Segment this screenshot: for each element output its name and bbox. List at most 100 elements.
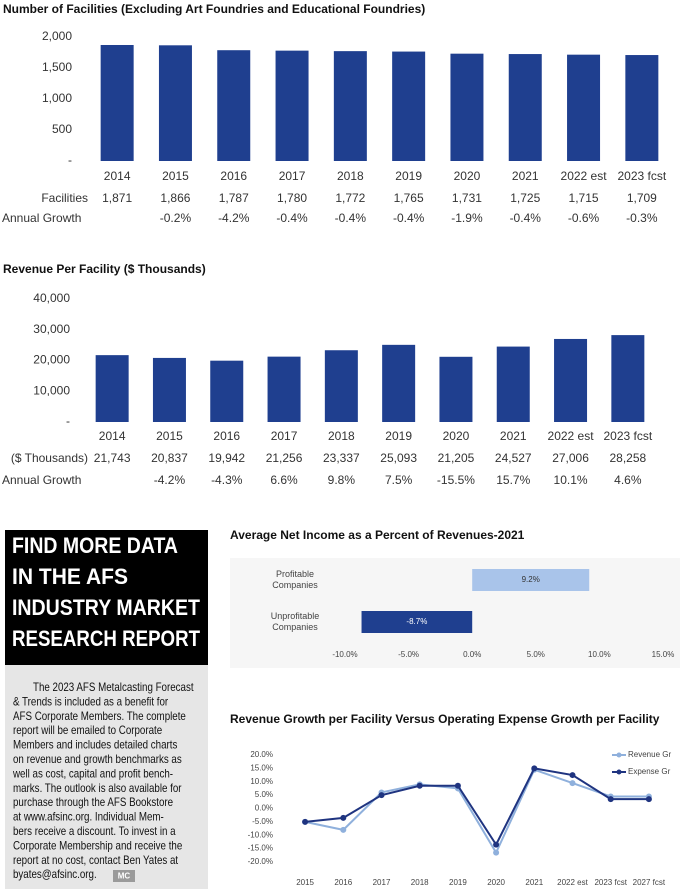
x-tick-label: 2022 est — [557, 878, 588, 887]
bar — [508, 54, 542, 161]
x-tick-label: 2022 est — [561, 169, 608, 183]
sidebar-heading: INDUSTRY MARKET — [12, 595, 200, 620]
x-tick-label: 2016 — [220, 169, 247, 183]
chart-title: Revenue Per Facility ($ Thousands) — [3, 262, 206, 276]
x-tick-label: 2016 — [334, 878, 352, 887]
y-tick-label: -5.0% — [252, 817, 273, 826]
sidebar-line: AFS Corporate Members. The complete — [13, 710, 186, 723]
value-label: 21,743 — [94, 451, 131, 465]
growth-label: 9.8% — [328, 473, 356, 487]
y-tick-label: 20,000 — [33, 353, 70, 367]
x-tick-label: 10.0% — [588, 650, 611, 659]
sidebar-heading-box — [5, 530, 208, 665]
legend-label: Expense Gr — [628, 767, 671, 776]
growth-label: -0.4% — [510, 211, 542, 225]
bar — [472, 569, 590, 591]
growth-label: -0.3% — [626, 211, 658, 225]
growth-label: -0.4% — [393, 211, 425, 225]
growth-label: -0.6% — [568, 211, 600, 225]
sidebar-heading: IN THE AFS — [12, 564, 128, 589]
point — [454, 782, 461, 789]
x-tick-label: 2019 — [385, 429, 412, 443]
bar — [625, 55, 659, 161]
bar — [267, 356, 301, 422]
bar — [324, 350, 358, 422]
growth-row-name: Annual Growth — [2, 211, 81, 225]
bar — [567, 54, 601, 161]
y-tick-label: -20.0% — [248, 857, 273, 866]
x-tick-label: 2023 fcst — [617, 169, 666, 183]
point — [569, 780, 576, 787]
point — [531, 765, 538, 772]
x-tick-label: 2018 — [328, 429, 355, 443]
value-label: 1,709 — [627, 191, 657, 205]
sidebar-body-box — [5, 665, 208, 889]
x-tick-label: 2015 — [156, 429, 183, 443]
growth-label: -15.5% — [437, 473, 475, 487]
value-label: 19,942 — [208, 451, 245, 465]
growth-label: 4.6% — [614, 473, 642, 487]
point — [493, 849, 500, 856]
sidebar-line: well as cost, capital and profit bench- — [12, 768, 173, 781]
point — [416, 782, 423, 789]
y-tick-label: Profitable Companies — [272, 569, 318, 590]
y-tick-label: 15.0% — [250, 763, 273, 772]
x-tick-label: 2018 — [337, 169, 364, 183]
growth-label: -4.2% — [218, 211, 250, 225]
point — [302, 818, 309, 825]
value-label: 21,256 — [266, 451, 303, 465]
value-label: 25,093 — [380, 451, 417, 465]
bar — [450, 53, 484, 161]
x-tick-label: 2014 — [99, 429, 126, 443]
value-label: 1,787 — [219, 191, 249, 205]
values-row-name: Facilities — [41, 191, 88, 205]
y-tick-label: 2,000 — [42, 29, 72, 43]
bar — [392, 51, 426, 161]
growth-label: -0.4% — [276, 211, 308, 225]
x-tick-label: 2014 — [104, 169, 131, 183]
point — [569, 772, 576, 779]
value-label: 21,205 — [438, 451, 475, 465]
bar — [100, 44, 134, 161]
y-tick-label: 40,000 — [33, 291, 70, 305]
y-tick-label: 5.0% — [255, 790, 273, 799]
y-tick-label: -15.0% — [248, 844, 273, 853]
series-line — [304, 768, 649, 855]
x-tick-label: 2015 — [296, 878, 314, 887]
bar — [152, 357, 186, 422]
value-label: 9.2% — [522, 575, 540, 584]
bar — [95, 355, 129, 422]
value-label: 1,780 — [277, 191, 307, 205]
x-tick-label: 2017 — [373, 878, 391, 887]
x-tick-label: 2021 — [500, 429, 527, 443]
legend-label: Revenue Gr — [628, 750, 671, 759]
value-label: 27,006 — [552, 451, 589, 465]
sidebar-line: on revenue and growth benchmarks as — [13, 753, 182, 766]
series-line — [304, 767, 649, 847]
bar — [382, 344, 416, 422]
x-tick-label: 2023 fcst — [603, 429, 652, 443]
sidebar-line: purchase through the AFS Bookstore — [13, 797, 173, 810]
y-tick-label: 30,000 — [33, 322, 70, 336]
chart-title: Number of Facilities (Excluding Art Foun… — [3, 2, 425, 16]
bar — [361, 611, 473, 633]
growth-row-name: Annual Growth — [2, 473, 81, 487]
value-label: 1,731 — [452, 191, 482, 205]
x-tick-label: 2023 fcst — [594, 878, 627, 887]
sidebar-heading: RESEARCH REPORT — [12, 626, 200, 651]
bar — [439, 356, 473, 422]
sidebar-line: & Trends is included as a benefit for — [13, 696, 169, 709]
x-tick-label: 2019 — [395, 169, 422, 183]
growth-label: -0.2% — [160, 211, 192, 225]
growth-label: -4.2% — [154, 473, 186, 487]
sidebar-line: bers receive a discount. To invest in a — [13, 825, 176, 838]
values-row-name: ($ Thousands) — [11, 451, 88, 465]
bar — [554, 338, 588, 422]
y-tick-label: 500 — [52, 122, 72, 136]
value-label: 1,725 — [510, 191, 540, 205]
point — [645, 796, 652, 803]
bar — [217, 50, 251, 161]
sidebar-line: Members and includes detailed charts — [13, 739, 177, 752]
x-tick-label: 2018 — [411, 878, 429, 887]
